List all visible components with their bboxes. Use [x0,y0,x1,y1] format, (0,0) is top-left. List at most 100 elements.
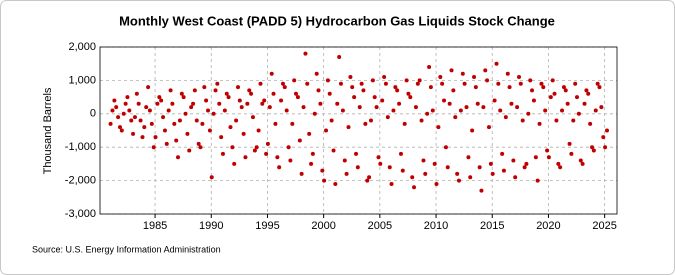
point [395,88,400,93]
point [548,95,553,100]
point [522,165,527,170]
point [397,101,402,106]
point [213,88,218,93]
point [346,125,351,130]
point [207,128,212,133]
point [485,78,490,83]
point [442,98,447,103]
point [380,98,385,103]
point [462,81,467,86]
point [543,108,548,113]
point [250,115,255,120]
point [365,178,370,183]
point [249,91,254,96]
point [368,118,373,123]
point [320,168,325,173]
point [262,98,267,103]
point [331,148,336,153]
point [561,85,566,90]
point [432,161,437,166]
point [174,138,179,143]
point [273,121,278,126]
point [312,111,317,116]
point [563,88,568,93]
x-tick-label: 2000 [311,220,335,232]
point [486,125,491,130]
point [430,108,435,113]
point [286,145,291,150]
point [234,118,239,123]
point [490,171,495,176]
point [477,165,482,170]
point [535,178,540,183]
x-tick-label: 2015 [480,220,504,232]
point [350,85,355,90]
point [142,125,147,130]
point [260,101,265,106]
point [155,101,160,106]
point [153,135,158,140]
point [530,88,535,93]
y-tick-label: 2,000 [68,41,96,53]
point [301,105,306,110]
point [305,81,310,86]
point [140,135,145,140]
y-tick-label: -2,000 [65,175,96,187]
point [573,81,578,86]
point [310,151,315,156]
point [554,118,559,123]
point [539,81,544,86]
y-tick-label: -3,000 [65,208,96,220]
point [292,78,297,83]
point [367,175,372,180]
point [460,71,465,76]
point [131,131,136,136]
point [505,71,510,76]
point [569,151,574,156]
point [114,105,119,110]
point [170,101,175,106]
point [528,78,533,83]
point [284,108,289,113]
point [428,85,433,90]
point [582,101,587,106]
point [415,81,420,86]
point [219,135,224,140]
point [354,151,359,156]
x-tick-label: 1995 [255,220,279,232]
point [144,105,149,110]
point [230,145,235,150]
point [466,155,471,160]
point [209,175,214,180]
point [258,81,263,86]
point [279,98,284,103]
x-tick-label: 2010 [424,220,448,232]
point [595,81,600,86]
point [391,108,396,113]
point [309,161,314,166]
point [200,121,205,126]
point [275,155,280,160]
point [419,118,424,123]
point [322,178,327,183]
point [400,168,405,173]
point [123,101,128,106]
point [425,111,430,116]
point [256,128,261,133]
x-tick-label: 2020 [536,220,560,232]
point [383,81,388,86]
point [172,121,177,126]
y-tick-label: -1,000 [65,141,96,153]
point [239,105,244,110]
point [421,158,426,163]
point [456,178,461,183]
point [455,171,460,176]
point [146,85,151,90]
point [236,85,241,90]
point [295,95,300,100]
point [355,165,360,170]
point [402,121,407,126]
point [159,98,164,103]
point [567,141,572,146]
point [515,105,520,110]
